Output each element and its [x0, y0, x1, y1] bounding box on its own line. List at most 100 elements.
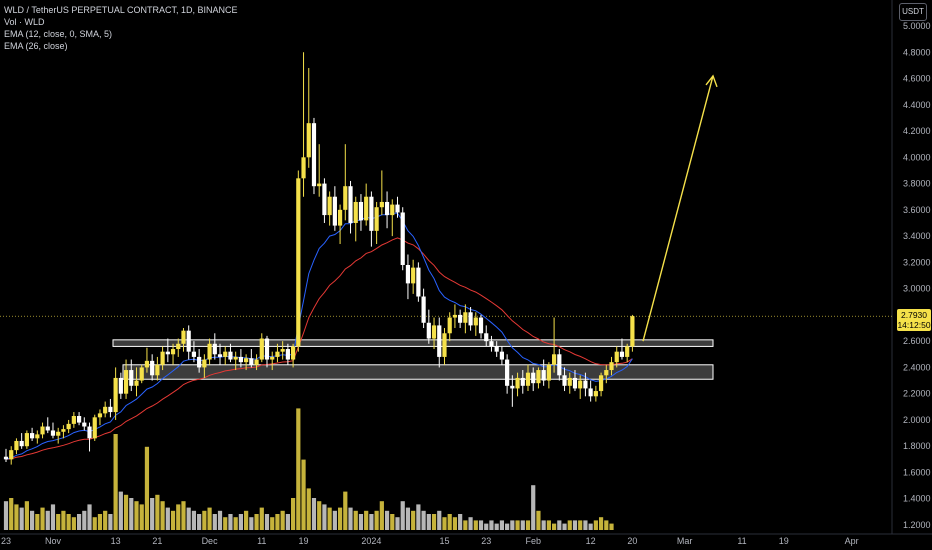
candle-body [181, 330, 186, 344]
y-tick-label: 2.4000 [903, 362, 931, 372]
volume-bar [546, 520, 551, 530]
volume-bar [520, 520, 525, 530]
x-tick-label: 23 [1, 536, 11, 546]
volume-bar [155, 494, 160, 530]
candle-body [369, 196, 374, 231]
chart-legend: WLD / TetherUS PERPETUAL CONTRACT, 1D, B… [4, 4, 238, 52]
candle-body [296, 178, 301, 347]
volume-bar [337, 507, 343, 530]
candle-body [275, 351, 280, 357]
candle-body [207, 343, 212, 360]
candle-body [473, 317, 478, 326]
volume-indicator-label[interactable]: Vol · WLD [4, 17, 45, 27]
ema-short-label[interactable]: EMA (12, close, 0, SMA, 5) [4, 29, 113, 39]
volume-bar [191, 510, 197, 530]
candle-body [280, 349, 285, 352]
volume-bar [134, 501, 139, 530]
volume-bar [358, 514, 364, 530]
candle-body [499, 351, 504, 360]
candle-body [191, 351, 197, 357]
volume-bar [97, 514, 103, 530]
y-tick-label: 3.6000 [903, 205, 931, 215]
candle-body [583, 380, 588, 389]
volume-bar [395, 517, 400, 530]
candle-body [536, 370, 541, 384]
candle-body [150, 360, 155, 376]
candle-body [118, 377, 123, 394]
x-tick-label: Feb [525, 536, 541, 546]
candle-body [390, 204, 395, 216]
candle-body [552, 354, 557, 365]
candle-body [45, 426, 50, 431]
projection-arrow-head [705, 74, 718, 88]
candle-body [202, 359, 207, 368]
volume-bar [202, 510, 207, 530]
candle-body [50, 430, 56, 436]
candle-body [123, 370, 129, 394]
support-zone [122, 364, 714, 380]
volume-bar [473, 520, 478, 530]
volume-bar [348, 507, 353, 530]
volume-bar [384, 510, 390, 530]
candle-body [35, 434, 40, 439]
x-tick-label: 15 [439, 536, 449, 546]
candle-body [546, 364, 551, 381]
candle-body [484, 333, 489, 342]
y-tick-label: 4.6000 [903, 74, 931, 84]
volume-bar [103, 510, 108, 530]
volume-bar [426, 514, 431, 530]
volume-bar [572, 520, 578, 530]
volume-bar [353, 510, 358, 530]
candle-body [212, 343, 217, 355]
volume-bar [108, 514, 113, 530]
ema-long-label[interactable]: EMA (26, close) [4, 41, 68, 51]
volume-bar [76, 514, 82, 530]
volume-bar [139, 504, 144, 530]
x-tick-label: Mar [677, 536, 693, 546]
volume-bar [416, 504, 421, 530]
volume-bar [405, 507, 411, 530]
currency-button[interactable]: USDT [899, 3, 927, 21]
y-tick-label: 1.6000 [903, 467, 931, 477]
y-tick-label: 4.4000 [903, 100, 931, 110]
candle-body [541, 370, 546, 381]
candle-body [374, 207, 379, 231]
y-tick-label: 1.2000 [903, 520, 931, 530]
last-price-tag: 2.7930 14:12:50 [897, 309, 931, 331]
volume-bar [270, 517, 275, 530]
candle-body [113, 377, 118, 413]
resistance-zone [112, 339, 714, 347]
y-tick-label: 4.2000 [903, 126, 931, 136]
candle-body [426, 322, 431, 339]
volume-bar [604, 520, 609, 530]
x-tick-label: 11 [257, 536, 266, 546]
x-tick-label: Apr [845, 536, 859, 546]
candle-body [30, 433, 35, 439]
x-tick-label: 12 [586, 536, 596, 546]
candle-body [520, 377, 525, 386]
volume-bar [35, 514, 40, 530]
volume-bar [311, 498, 317, 530]
volume-bar [390, 514, 395, 530]
volume-bar [275, 514, 280, 530]
y-tick-label: 2.0000 [903, 415, 931, 425]
candle-body [3, 456, 9, 460]
volume-bar [332, 510, 337, 530]
candle-body [478, 317, 484, 334]
candle-body [197, 356, 202, 368]
volume-bar [593, 520, 598, 530]
candle-body [186, 330, 191, 352]
candle-body [223, 351, 228, 357]
candle-body [463, 312, 468, 323]
volume-bar [494, 523, 499, 530]
volume-bar [285, 514, 290, 530]
volume-bar [118, 491, 123, 530]
candle-body [452, 314, 458, 318]
volume-bar [50, 504, 56, 530]
volume-bar [536, 510, 541, 530]
candle-body [97, 413, 103, 418]
candle-body [291, 346, 296, 360]
x-tick-label: 19 [779, 536, 789, 546]
volume-bar [212, 514, 217, 530]
